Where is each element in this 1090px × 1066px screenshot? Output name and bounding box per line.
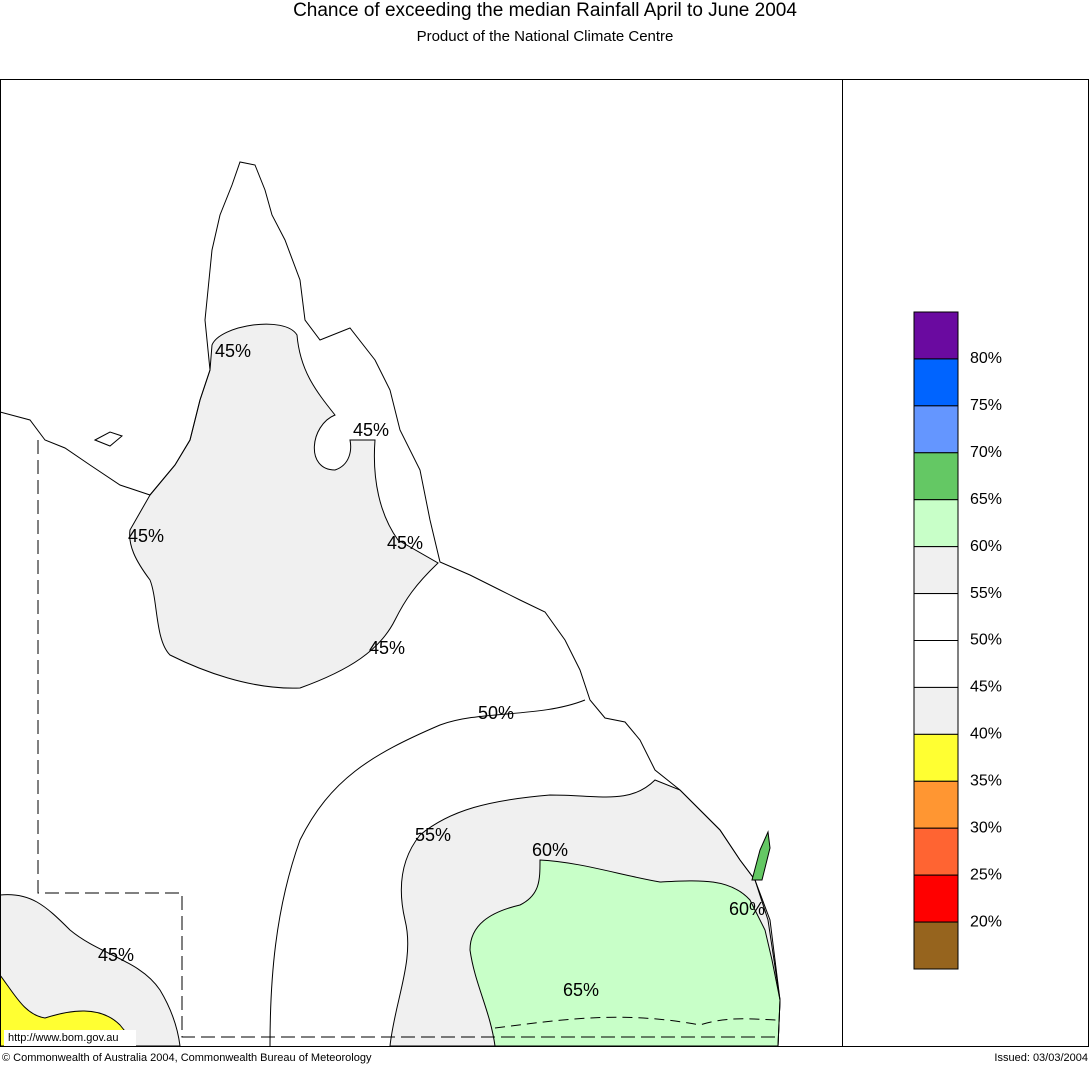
copyright: © Commonwealth of Australia 2004, Common… — [2, 1052, 372, 1064]
legend-label: 40% — [970, 726, 1002, 743]
legend-swatch — [913, 780, 959, 829]
legend-swatch — [913, 311, 959, 360]
border — [37, 440, 780, 1038]
legend-swatch — [913, 686, 959, 735]
region-45 — [129, 323, 439, 689]
legend-swatch — [913, 499, 959, 548]
contour-label: 60% — [729, 899, 765, 919]
contour-label: 45% — [128, 526, 164, 546]
legend-swatch — [913, 358, 959, 407]
legend-label: 65% — [970, 491, 1002, 508]
island — [751, 830, 771, 881]
contour-label: 55% — [415, 825, 451, 845]
region-60 — [469, 859, 781, 1047]
frame — [0, 79, 1089, 1047]
legend-swatch — [913, 827, 959, 876]
legend-label: 75% — [970, 397, 1002, 414]
contour-label: 45% — [215, 341, 251, 361]
legend-swatch — [913, 405, 959, 454]
title: Chance of exceeding the median Rainfall … — [293, 0, 797, 21]
legend-label: 60% — [970, 538, 1002, 555]
legend-label: 30% — [970, 819, 1002, 836]
island — [93, 431, 124, 447]
legend-label: 55% — [970, 585, 1002, 602]
legend-label: 45% — [970, 679, 1002, 696]
legend-swatch — [913, 874, 959, 923]
legend: 80% 75% 70% 65% 60% 55% 50% 45% 40% 35% 30% 25% 20% — [913, 311, 1002, 970]
legend-label: 70% — [970, 444, 1002, 461]
legend-swatch — [913, 640, 959, 688]
legend-swatch — [913, 593, 959, 641]
contour-label: 45% — [98, 945, 134, 965]
contour-labels: 45% 45% 45% 45% 45% 50% 55% 60% 60% 65% … — [98, 341, 765, 1000]
contour-label: 65% — [563, 980, 599, 1000]
url-box — [4, 1030, 136, 1046]
legend-swatch — [913, 921, 959, 970]
legend-label: 80% — [970, 350, 1002, 367]
contour-label: 45% — [353, 420, 389, 440]
contour-50 — [269, 699, 586, 1047]
coastline — [0, 161, 781, 1047]
subtitle: Product of the National Climate Centre — [417, 28, 674, 45]
url: http://www.bom.gov.au — [8, 1032, 118, 1044]
legend-swatch — [913, 452, 959, 501]
legend-swatch — [913, 546, 959, 595]
legend-label: 25% — [970, 866, 1002, 883]
contour-label: 50% — [478, 703, 514, 723]
borders — [37, 440, 780, 1038]
contour-label: 45% — [387, 533, 423, 553]
contour-label: 60% — [532, 840, 568, 860]
contour-south — [494, 1016, 779, 1029]
legend-label: 50% — [970, 632, 1002, 649]
legend-label: 20% — [970, 913, 1002, 930]
contour-label: 45% — [369, 638, 405, 658]
legend-swatch — [913, 733, 959, 782]
issued: Issued: 03/03/2004 — [994, 1052, 1088, 1064]
region-sw-45 — [0, 894, 181, 1047]
legend-label: 35% — [970, 773, 1002, 790]
map: 45% 45% 45% 45% 45% 50% 55% 60% 60% 65% … — [0, 161, 781, 1047]
